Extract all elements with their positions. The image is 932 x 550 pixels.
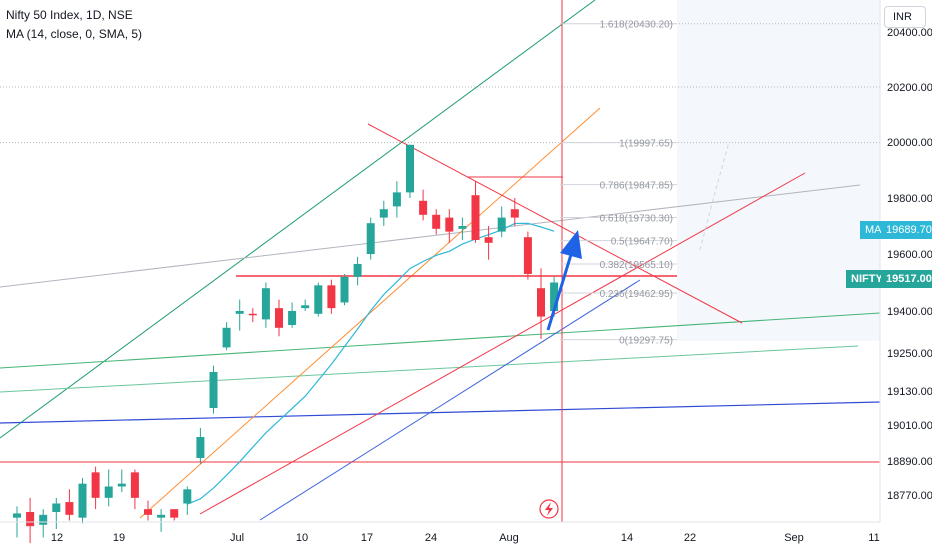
fib-level-label: 0.618(19730.30) xyxy=(600,214,673,225)
candle-body xyxy=(497,217,506,232)
blue-trend-line xyxy=(259,279,641,521)
arrow-shaft xyxy=(546,247,575,331)
x-tick-label: Aug xyxy=(499,532,519,544)
x-tick-label: Jul xyxy=(230,532,244,544)
y-tick-label: 20000.00 xyxy=(887,137,932,149)
y-tick-label: 19400.00 xyxy=(887,306,932,318)
candle-body xyxy=(248,313,257,316)
resistance-line xyxy=(367,123,743,324)
x-tick-label: 11 xyxy=(868,532,879,544)
fib-zone-shade xyxy=(677,0,880,341)
horizontal-blue-line xyxy=(0,401,881,424)
candle-body xyxy=(261,288,270,320)
x-tick-label: 17 xyxy=(361,532,373,544)
candle-body xyxy=(379,209,388,218)
candle-body xyxy=(157,514,166,518)
candle-body xyxy=(445,217,454,232)
candle-body xyxy=(406,144,414,193)
chart-legend: Nifty 50 Index, 1D, NSE MA (14, close, 0… xyxy=(6,6,142,44)
x-tick-label: 22 xyxy=(684,532,696,544)
y-tick-label: 20200.00 xyxy=(887,82,932,94)
fib-level-label: 0.5(19647.70) xyxy=(611,237,673,248)
candle-body xyxy=(26,512,35,527)
candle-body xyxy=(196,437,205,458)
y-tick-label: 18770.00 xyxy=(887,490,932,502)
nifty-price-badge: 19517.00 xyxy=(881,270,932,288)
candle-body xyxy=(91,472,100,498)
candle-body xyxy=(117,483,126,487)
y-tick-label: 18890.00 xyxy=(887,456,932,468)
candle-body xyxy=(13,513,21,518)
candle-body xyxy=(419,200,428,215)
candle-body xyxy=(458,226,467,229)
candle-body xyxy=(327,285,336,309)
nifty-tag-label: NIFTY xyxy=(846,270,888,288)
candle-body xyxy=(523,237,532,274)
arrow-head xyxy=(560,230,582,259)
candle-body xyxy=(340,276,349,303)
y-tick-label: 19250.00 xyxy=(887,348,932,360)
candle-body xyxy=(392,192,401,207)
candle-body xyxy=(183,489,192,504)
candle-body xyxy=(314,285,323,314)
candle-body xyxy=(52,503,61,512)
candle-body xyxy=(235,311,244,314)
channel-upper-line xyxy=(0,0,596,439)
y-tick-label: 19800.00 xyxy=(887,193,932,205)
candle-body xyxy=(366,223,375,254)
candle-body xyxy=(222,327,231,348)
y-tick-label: 19600.00 xyxy=(887,249,932,261)
candle-body xyxy=(65,502,74,515)
currency-selector[interactable]: INR xyxy=(884,6,926,28)
candle-body xyxy=(39,514,48,525)
lightning-icon[interactable] xyxy=(539,499,559,519)
y-tick-label: 19130.00 xyxy=(887,386,932,398)
x-tick-label: 14 xyxy=(621,532,633,544)
fib-level-label: 0.236(19462.95) xyxy=(600,289,673,300)
fib-projection xyxy=(699,141,730,251)
candle-body xyxy=(432,214,441,229)
x-tick-label: 12 xyxy=(51,532,63,544)
x-tick-label: 24 xyxy=(425,532,437,544)
candle-body xyxy=(170,509,179,518)
x-tick-label: Sep xyxy=(784,532,804,544)
symbol-title[interactable]: Nifty 50 Index, 1D, NSE xyxy=(6,8,133,22)
candle-body xyxy=(144,509,152,515)
candle-body xyxy=(471,195,480,240)
candle-body xyxy=(550,282,559,311)
candle-body xyxy=(510,209,519,218)
fib-level-label: 0.382(19565.10) xyxy=(600,260,673,271)
x-tick-label: 19 xyxy=(113,532,125,544)
support-line-light xyxy=(0,345,859,393)
candle-body xyxy=(288,311,297,325)
candle-body xyxy=(353,263,362,277)
fib-level-label: 1.618(20430.20) xyxy=(600,20,673,31)
candle-body xyxy=(275,308,283,328)
candle-body xyxy=(78,483,87,518)
candle-body xyxy=(537,288,545,317)
y-tick-label: 20400.00 xyxy=(887,27,932,39)
candle-body xyxy=(301,305,310,309)
candle-body xyxy=(104,486,113,498)
fib-level-label: 0.786(19847.85) xyxy=(600,181,673,192)
ma-line xyxy=(187,222,555,505)
grey-trend-line xyxy=(0,184,861,288)
red-trend-line xyxy=(199,172,806,515)
orange-trend-line xyxy=(139,107,601,519)
y-tick-label: 19010.00 xyxy=(887,420,932,432)
lightning-icon-glyph xyxy=(545,502,553,516)
ma-price-badge: 19689.70 xyxy=(881,221,932,239)
candle-body xyxy=(484,237,493,243)
fib-level-label: 1(19997.65) xyxy=(619,139,673,150)
fib-level-label: 0(19297.75) xyxy=(619,336,673,347)
support-line-green xyxy=(0,312,881,369)
candle-body xyxy=(209,372,218,408)
indicator-title[interactable]: MA (14, close, 0, SMA, 5) xyxy=(6,27,143,41)
x-tick-label: 10 xyxy=(296,532,308,544)
candle-body xyxy=(130,472,139,498)
ma-tag-label: MA xyxy=(860,221,887,239)
